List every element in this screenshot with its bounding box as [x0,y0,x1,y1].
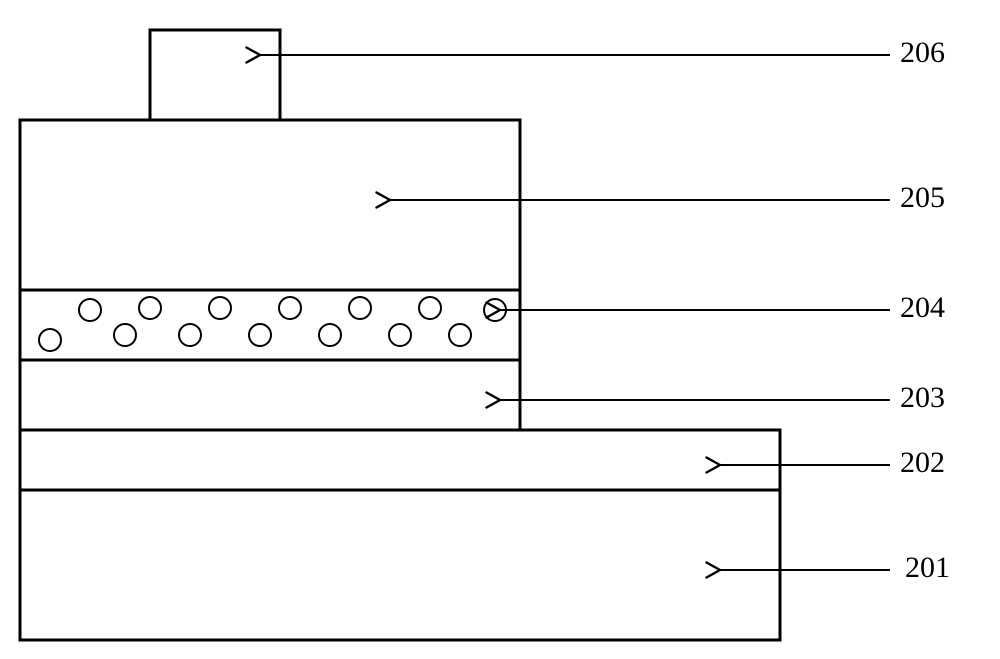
callout-label-202: 202 [900,446,945,479]
layer-l203 [20,360,520,430]
callout-label-206: 206 [900,36,945,69]
layer-l202 [20,430,780,490]
callout-label-205: 205 [900,181,945,214]
callout-label-204: 204 [900,291,945,324]
callout-label-201: 201 [905,551,950,584]
layer-l201 [20,490,780,640]
callout-label-203: 203 [900,381,945,414]
layer-l206 [150,30,280,120]
layer-l205 [20,120,520,290]
